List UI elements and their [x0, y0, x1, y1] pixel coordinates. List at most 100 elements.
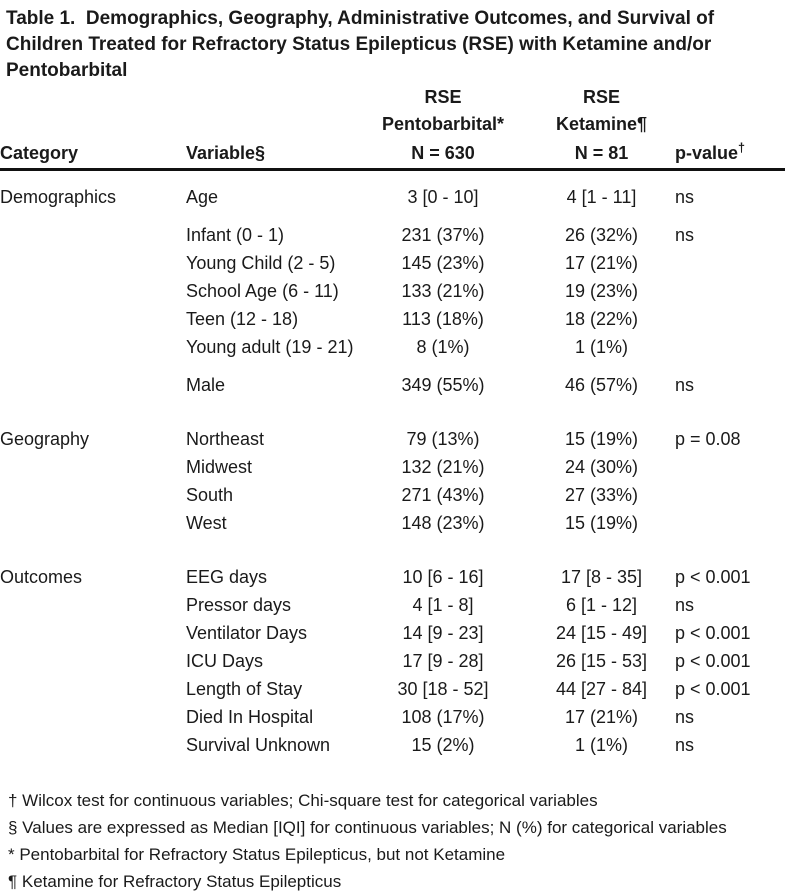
variable-cell: West	[186, 512, 227, 533]
ketamine-cell: 26 [15 - 53]	[555, 650, 648, 671]
table-row: Length of Stay 30 [18 - 52] 44 [27 - 84] p …	[0, 675, 785, 703]
table-row: Geography Northeast 79 (13%) 15 (19%) p = 0.…	[0, 399, 785, 453]
table-title: Table 1. Demographics, Geography, Admini…	[0, 6, 785, 84]
pvalue-cell	[675, 333, 785, 361]
variable-cell: Midwest	[186, 456, 253, 477]
category-cell	[0, 333, 186, 361]
table-row: Demographics Age 3 [0 - 10] 4 [1 - 11] ns	[0, 170, 785, 212]
header-spacer	[186, 84, 358, 111]
pentobarbital-cell: 14 [9 - 23]	[402, 622, 484, 643]
header-spacer	[0, 111, 186, 138]
pvalue-cell: ns	[675, 224, 695, 245]
table-row: Young adult (19 - 21) 8 (1%) 1 (1%)	[0, 333, 785, 361]
ketamine-cell: 1 (1%)	[574, 734, 628, 755]
pentobarbital-cell: 145 (23%)	[401, 252, 485, 273]
pentobarbital-cell: 15 (2%)	[411, 734, 475, 755]
pvalue-cell	[675, 453, 785, 481]
table-row: South 271 (43%) 27 (33%)	[0, 481, 785, 509]
variable-cell: Age	[186, 186, 219, 207]
pvalue-cell	[675, 249, 785, 277]
variable-cell: EEG days	[186, 566, 268, 587]
header-spacer	[675, 111, 785, 138]
ketamine-cell: 18 (22%)	[564, 308, 639, 329]
pvalue-cell: ns	[675, 374, 695, 395]
category-cell	[0, 453, 186, 481]
variable-cell: Length of Stay	[186, 678, 303, 699]
pvalue-cell	[675, 481, 785, 509]
header-rse-pentobarbital-group: RSE	[424, 87, 462, 107]
column-header-pentobarbital-n: N = 630	[358, 138, 528, 171]
variable-cell: ICU Days	[186, 650, 264, 671]
category-cell	[0, 211, 186, 249]
pvalue-cell: ns	[675, 186, 695, 207]
pvalue-cell: ns	[675, 706, 695, 727]
ketamine-cell: 15 (19%)	[564, 512, 639, 533]
table-row: Male 349 (55%) 46 (57%) ns	[0, 361, 785, 399]
ketamine-cell: 15 (19%)	[564, 428, 639, 449]
category-cell	[0, 703, 186, 731]
header-drug-row: Pentobarbital* Ketamine¶	[0, 111, 785, 138]
category-cell	[0, 249, 186, 277]
category-cell	[0, 361, 186, 399]
pentobarbital-cell: 4 [1 - 8]	[412, 594, 474, 615]
category-cell: Outcomes	[0, 566, 83, 587]
pvalue-cell: p < 0.001	[675, 566, 751, 587]
table-row: Pressor days 4 [1 - 8] 6 [1 - 12] ns	[0, 591, 785, 619]
table-row: School Age (6 - 11) 133 (21%) 19 (23%)	[0, 277, 785, 305]
header-column-row: Category Variable§ N = 630 N = 81 p-valu…	[0, 138, 785, 171]
column-header-ketamine-n: N = 81	[528, 138, 675, 171]
category-cell: Demographics	[0, 186, 117, 207]
pvalue-cell	[675, 305, 785, 333]
header-ketamine-label: Ketamine¶	[555, 114, 648, 134]
variable-cell: Pressor days	[186, 594, 292, 615]
ketamine-cell: 44 [27 - 84]	[555, 678, 648, 699]
table-body: Demographics Age 3 [0 - 10] 4 [1 - 11] ns Inf…	[0, 170, 785, 760]
ketamine-cell: 4 [1 - 11]	[566, 186, 637, 207]
pentobarbital-cell: 17 [9 - 28]	[402, 650, 484, 671]
variable-cell: Northeast	[186, 428, 265, 449]
variable-cell: Teen (12 - 18)	[186, 308, 299, 329]
variable-cell: Ventilator Days	[186, 622, 308, 643]
dagger-symbol: †	[738, 140, 746, 155]
ketamine-cell: 46 (57%)	[564, 374, 639, 395]
footnote-section-symbol: § Values are expressed as Median [IQI] f…	[8, 818, 727, 837]
variable-cell: Male	[186, 374, 226, 395]
pvalue-cell: p < 0.001	[675, 650, 751, 671]
ketamine-cell: 6 [1 - 12]	[565, 594, 638, 615]
pvalue-label: p-value	[675, 142, 739, 163]
category-cell	[0, 277, 186, 305]
table-row: Survival Unknown 15 (2%) 1 (1%) ns	[0, 731, 785, 759]
ketamine-cell: 24 (30%)	[564, 456, 639, 477]
category-cell	[0, 647, 186, 675]
category-cell	[0, 675, 186, 703]
table-row: West 148 (23%) 15 (19%)	[0, 509, 785, 537]
pvalue-cell	[675, 509, 785, 537]
ketamine-cell: 19 (23%)	[564, 280, 639, 301]
ketamine-cell: 17 [8 - 35]	[560, 566, 643, 587]
table-title-line-2: Children Treated for Refractory Status E…	[6, 34, 712, 55]
table-row: Died In Hospital 108 (17%) 17 (21%) ns	[0, 703, 785, 731]
table-row: Teen (12 - 18) 113 (18%) 18 (22%)	[0, 305, 785, 333]
column-header-pvalue: p-value†	[675, 138, 785, 171]
header-spacer	[186, 111, 358, 138]
column-header-variable: Variable§	[186, 138, 358, 171]
category-cell	[0, 481, 186, 509]
ketamine-cell: 26 (32%)	[564, 224, 639, 245]
category-cell	[0, 619, 186, 647]
footnote-asterisk: * Pentobarbital for Refractory Status Ep…	[8, 845, 506, 864]
pvalue-cell	[675, 277, 785, 305]
category-cell	[0, 509, 186, 537]
pentobarbital-cell: 349 (55%)	[401, 374, 485, 395]
ketamine-cell: 17 (21%)	[564, 706, 639, 727]
category-cell	[0, 591, 186, 619]
pentobarbital-cell: 3 [0 - 10]	[407, 186, 479, 207]
pentobarbital-cell: 79 (13%)	[406, 428, 480, 449]
pvalue-cell: ns	[675, 734, 695, 755]
pentobarbital-cell: 30 [18 - 52]	[397, 678, 489, 699]
ketamine-cell: 17 (21%)	[564, 252, 639, 273]
ketamine-cell: 1 (1%)	[574, 336, 628, 357]
table-row: Midwest 132 (21%) 24 (30%)	[0, 453, 785, 481]
category-cell	[0, 305, 186, 333]
variable-cell: Young Child (2 - 5)	[186, 252, 336, 273]
footnote-pilcrow: ¶ Ketamine for Refractory Status Epilept…	[8, 872, 342, 891]
